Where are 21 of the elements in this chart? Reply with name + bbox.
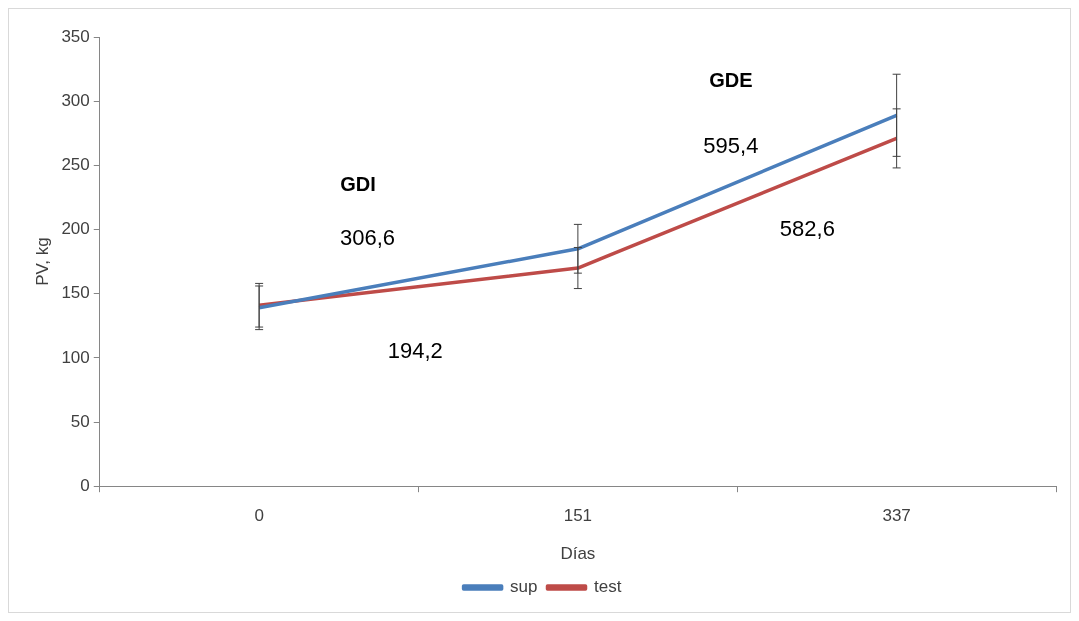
annotation: 595,4 [703, 133, 759, 159]
y-tick-label: 150 [61, 283, 90, 303]
y-tick-label: 250 [61, 155, 90, 175]
legend-label: test [594, 577, 622, 597]
annotation: 194,2 [387, 337, 443, 363]
annotation: 582,6 [779, 216, 835, 242]
y-tick-label: 200 [61, 219, 90, 239]
annotation: 306,6 [339, 225, 396, 251]
x-tick-label: 337 [882, 506, 911, 526]
y-tick-label: 50 [70, 411, 90, 431]
y-tick-label: 300 [61, 90, 90, 110]
legend-label: sup [510, 577, 538, 597]
y-tick-label: 0 [80, 475, 90, 495]
x-tick-label: 151 [563, 506, 593, 526]
x-axis-title: Días [560, 544, 596, 564]
y-tick-label: 350 [61, 26, 90, 46]
y-tick-label: 100 [61, 347, 90, 367]
annotation: GDE [709, 69, 753, 92]
y-axis-title: PV, kg [32, 237, 52, 286]
annotation: GDI [340, 172, 376, 195]
x-tick-label: 0 [254, 506, 264, 526]
